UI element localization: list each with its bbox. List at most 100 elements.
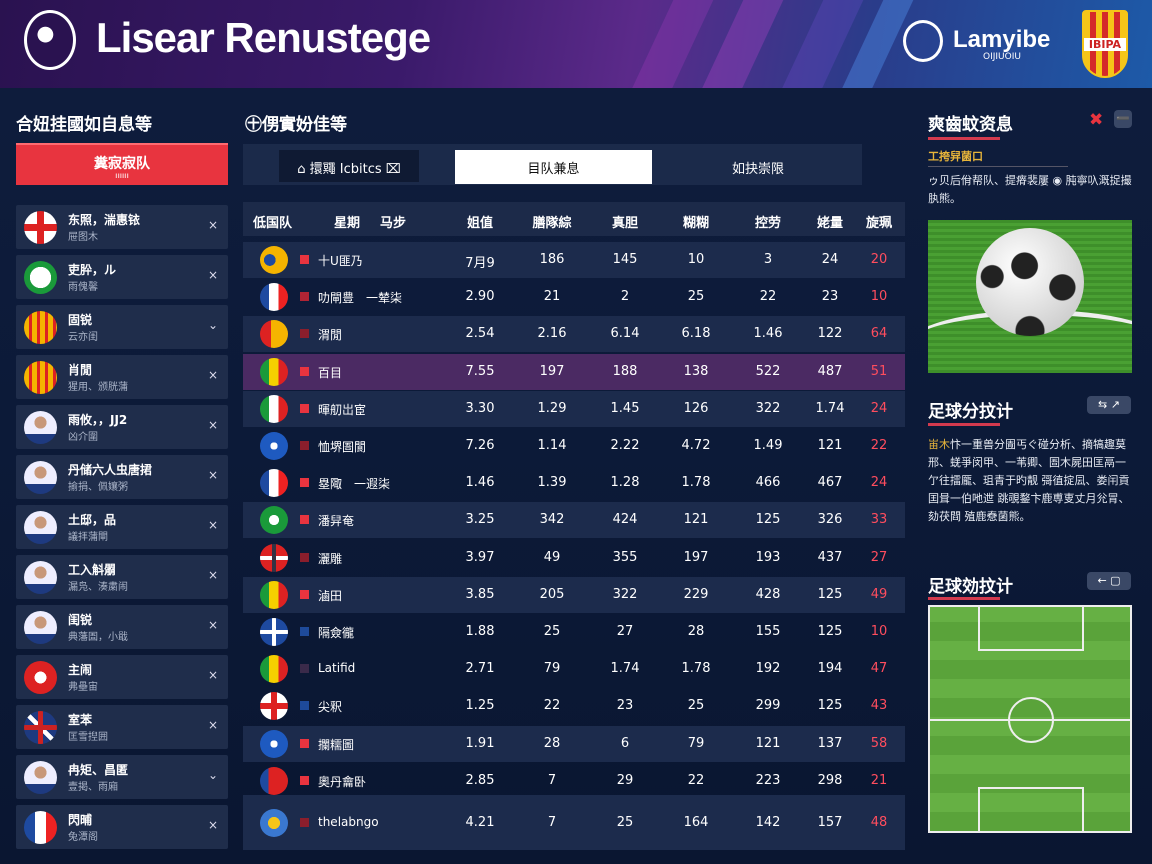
team-list-item[interactable]: 东照，湍惠铱 屉图木 × (16, 205, 228, 249)
status-indicator (300, 403, 309, 413)
column-header[interactable]: 控劳 (754, 216, 782, 231)
table-row[interactable]: 暉舠岀宦 3.30 1.29 1.45 126 322 1.74 24 (243, 390, 905, 427)
status-indicator (300, 329, 309, 339)
remove-icon[interactable]: × (207, 268, 218, 282)
remove-icon[interactable]: × (207, 618, 218, 632)
table-row[interactable]: 尖釈 1.25 22 23 25 299 125 43 (243, 688, 905, 724)
close-icon[interactable]: ✖ (1089, 110, 1104, 130)
app-title: Lisear Renustege (96, 14, 431, 61)
team-list-item[interactable]: 丹储六人虫唐捃 揄捐、佩孃粥 × (16, 455, 228, 499)
column-header[interactable]: 糊糊 (682, 216, 710, 231)
chevron-down-icon[interactable]: ⌄ (207, 768, 218, 782)
table-row[interactable]: 攔糯圖 1.91 28 6 79 121 137 58 (243, 725, 905, 762)
table-row[interactable]: thelabngo 4.21 7 25 164 142 157 48 (243, 795, 905, 850)
stat-cell: 125 (755, 512, 781, 528)
stat-cell: 467 (817, 475, 843, 491)
team-list-item[interactable]: 闺锐 典藩圄，小戢 × (16, 605, 228, 649)
table-row[interactable]: 十U匪乃 7月9 186 145 10 3 24 20 (243, 242, 905, 278)
team-list-item[interactable]: 工入斛朤 漏凫、湊粛闹 × (16, 555, 228, 599)
primary-team-button[interactable]: 糞寂寂队 IIIIII (16, 143, 228, 185)
team-list-item[interactable]: 肖閒 猩用、颁胱蒲 × (16, 355, 228, 399)
stat-cell: 186 (539, 252, 565, 267)
remove-icon[interactable]: × (207, 368, 218, 382)
minimize-icon[interactable]: ➖ (1114, 110, 1132, 128)
team-name: 灑雕 (318, 551, 343, 566)
stat-cell: 126 (683, 400, 709, 416)
remove-icon[interactable]: × (207, 418, 218, 432)
team-name: 叻閘豊 一辇柒 (318, 291, 403, 306)
table-row[interactable]: 百目 7.55 197 188 138 522 487 51 (243, 353, 905, 390)
team-list-item[interactable]: 閃晡 兔潭阁 × (16, 805, 228, 849)
column-header[interactable]: 姥量 (816, 216, 844, 231)
flag-italy-icon (260, 394, 288, 423)
team-list-item[interactable]: 室苯 匡雪揑囲 × (16, 705, 228, 749)
table-row[interactable]: 隔僉徿 1.88 25 27 28 155 125 10 (243, 614, 905, 650)
remove-icon[interactable]: × (207, 218, 218, 232)
team-list-item[interactable]: 主闹 弗壘宙 × (16, 655, 228, 699)
flag-iceland-icon (260, 692, 288, 721)
table-row[interactable]: Latifid 2.71 79 1.74 1.78 192 194 47 (243, 651, 905, 687)
player-avatar-icon (24, 561, 57, 594)
item-subtitle: 屉图木 (68, 232, 98, 243)
team-name: 滷田 (318, 588, 343, 603)
item-name: 固锐 (68, 313, 93, 327)
column-header[interactable]: 膳隊綜 (532, 216, 572, 231)
team-list-item[interactable]: 土邸，品 議拝蒲閘 × (16, 505, 228, 549)
table-row[interactable]: 奧丹龠卧 2.85 7 29 22 223 298 21 (243, 763, 905, 799)
badge-green-avatar-icon (24, 261, 57, 294)
stat-cell: 58 (870, 735, 888, 751)
stat-cell: 3.85 (465, 586, 495, 602)
table-row[interactable]: 潘舁奄 3.25 342 424 121 125 326 33 (243, 502, 905, 539)
badge-green-shirt-icon (260, 506, 288, 535)
column-header[interactable]: 马步 (379, 216, 407, 231)
table-row[interactable]: 灑雕 3.97 49 355 197 193 437 27 (243, 540, 905, 576)
column-header[interactable]: 真胆 (611, 216, 639, 231)
status-indicator (300, 366, 309, 376)
back-button[interactable]: ← ▢ (1087, 572, 1131, 590)
flag-blue-cross-icon (260, 618, 288, 646)
item-subtitle: 匡雪揑囲 (68, 732, 108, 743)
remove-icon[interactable]: × (207, 568, 218, 582)
team-name: 奧丹龠卧 (318, 774, 367, 789)
chevron-down-icon[interactable]: ⌄ (207, 318, 218, 332)
column-header[interactable]: 低国队 (253, 216, 293, 231)
tab-team-info[interactable]: 目队兼息 (455, 150, 652, 184)
remove-icon[interactable]: × (207, 668, 218, 682)
column-header[interactable]: 星期 (333, 216, 361, 231)
player-avatar-icon (24, 761, 57, 794)
player-avatar-icon (24, 611, 57, 644)
team-list-item[interactable]: 冉矩、昌匿 壹掲、雨廂 ⌄ (16, 755, 228, 799)
team-list-item[interactable]: 吏肸，ル 雨傀馨 × (16, 255, 228, 299)
remove-icon[interactable]: × (207, 518, 218, 532)
remove-icon[interactable]: × (207, 718, 218, 732)
table-row[interactable]: 塁陬 一遐柒 1.46 1.39 1.28 1.78 466 467 24 (243, 465, 905, 501)
tab-bar: ⌂ 擐鼆 Icbitcs ⌧ 目队兼息 如抉崇限 (243, 144, 862, 185)
stat-cell: 25 (687, 289, 705, 305)
stat-cell: 121 (817, 438, 843, 453)
info-text: ゥ贝后佾帮队、提瘠裴屢 ◉ 肫寧叺溉捉撮肒熊。 (928, 174, 1132, 205)
table-row[interactable]: 渭閒 2.54 2.16 6.14 6.18 1.46 122 64 (243, 316, 905, 353)
tab-limits[interactable]: 如抉崇限 (731, 162, 784, 177)
stats-text-body: 忭一重兽分圊丐ぐ碰分析、摘犒趣莫邢、蜣爭闵甲、一苇卿、圄木屍田匡鬲一亇往擂龎、珇… (928, 438, 1130, 523)
table-row[interactable]: 叻閘豊 一辇柒 2.90 21 2 25 22 23 10 (243, 279, 905, 315)
remove-icon[interactable]: × (207, 468, 218, 482)
column-header[interactable]: 旋珮 (866, 216, 893, 231)
center-circle (1008, 697, 1054, 743)
flag-france-icon (260, 283, 288, 312)
remove-icon[interactable]: × (207, 818, 218, 832)
table-row[interactable]: 恤堺圄閬 7.26 1.14 2.22 4.72 1.49 121 22 (243, 428, 905, 464)
team-list-item[interactable]: 固锐 云亦闺 ⌄ (16, 305, 228, 349)
stat-cell: 322 (612, 586, 638, 602)
stats-section-title: 足球分抆计 (928, 402, 1013, 422)
stat-cell: 428 (755, 586, 781, 602)
right-panel-title: 爽齒蚊资息 (928, 115, 1013, 135)
item-name: 东照，湍惠铱 (68, 213, 141, 227)
item-subtitle: 凶介圍 (68, 432, 98, 443)
stat-cell: 6.14 (610, 326, 640, 342)
stat-cell: 1.25 (465, 698, 495, 714)
team-list-item[interactable]: 雨攸，，JJ2 凶介圍 × (16, 405, 228, 449)
share-button[interactable]: ⇆ ↗ (1087, 396, 1131, 414)
table-row[interactable]: 滷田 3.85 205 322 229 428 125 49 (243, 576, 905, 613)
tab-overview[interactable]: ⌂ 擐鼆 Icbitcs ⌧ (279, 150, 419, 182)
column-header[interactable]: 姐值 (466, 216, 494, 231)
